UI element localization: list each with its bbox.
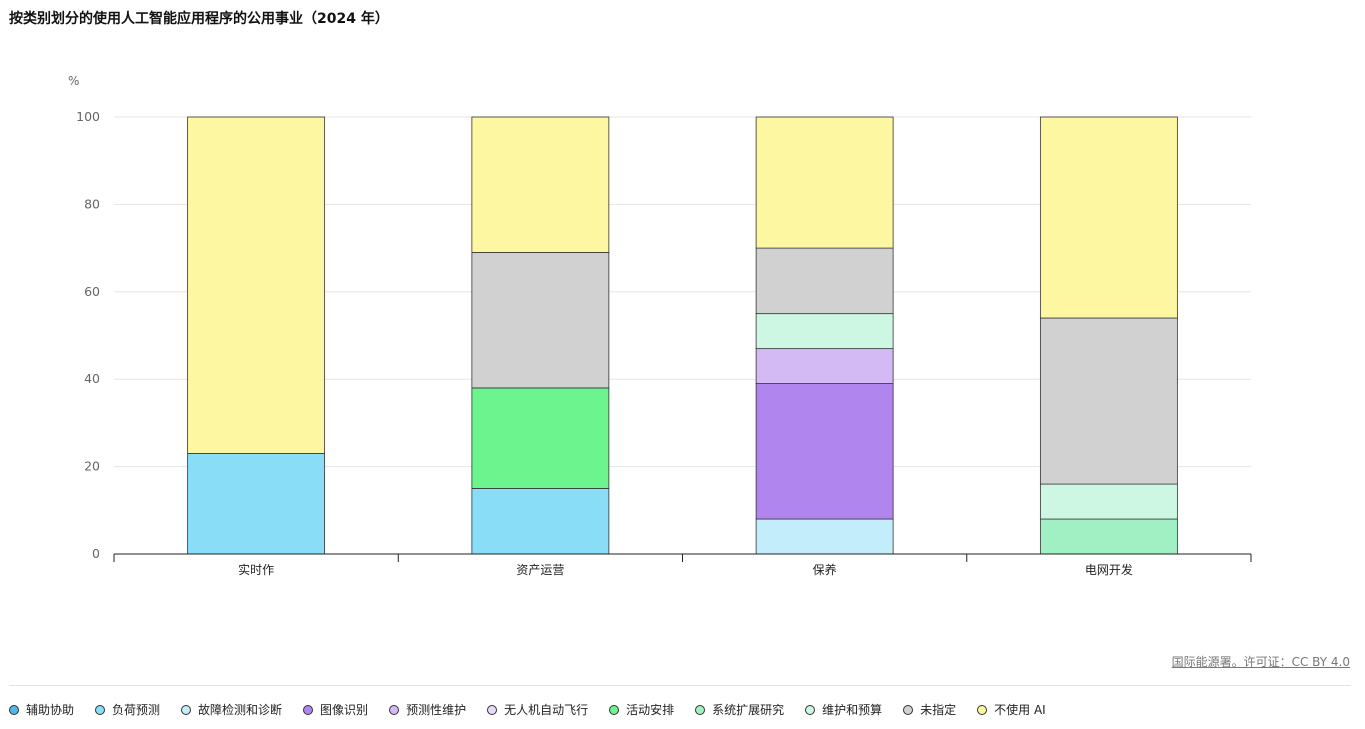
legend: 辅助协助 负荷预测 故障检测和诊断 图像识别 预测性维护 无人机自动飞行 活动安排 系统扩展研… — [9, 701, 1067, 718]
legend-item[interactable]: 无人机自动飞行 — [487, 701, 588, 718]
axes: 0 20 40 60 80 100% 实时作 资产运营 保养 电网开发 — [68, 74, 1252, 577]
legend-swatch — [181, 704, 192, 715]
legend-swatch — [303, 704, 314, 715]
legend-item[interactable]: 维护和预算 — [805, 701, 882, 718]
legend-label: 未指定 — [920, 703, 957, 717]
bar-segment[interactable] — [187, 453, 326, 555]
bar-segment[interactable] — [755, 348, 894, 384]
legend-label: 维护和预算 — [822, 703, 883, 717]
legend-item[interactable]: 预测性维护 — [389, 701, 466, 718]
bar-segment[interactable] — [1039, 518, 1178, 555]
legend-swatch — [389, 704, 400, 715]
x-category-label: 保养 — [813, 562, 837, 577]
bar-segment[interactable] — [471, 252, 610, 389]
bar-segment[interactable] — [755, 247, 894, 315]
legend-label: 无人机自动飞行 — [504, 703, 589, 717]
legend-label: 负荷预测 — [112, 703, 161, 717]
y-axis-unit: % — [68, 74, 79, 88]
legend-swatch — [903, 704, 914, 715]
bar-segment[interactable] — [187, 116, 326, 454]
legend-item[interactable]: 辅助协助 — [9, 701, 74, 718]
legend-item[interactable]: 未指定 — [903, 701, 956, 718]
bar-segment[interactable] — [1039, 317, 1178, 485]
x-category-label: 实时作 — [238, 562, 274, 577]
legend-swatch — [977, 704, 988, 715]
legend-swatch — [95, 704, 106, 715]
bar-segment[interactable] — [471, 116, 610, 253]
bar-segment[interactable] — [755, 383, 894, 520]
legend-swatch — [695, 704, 706, 715]
legend-item[interactable]: 不使用 AI — [977, 701, 1046, 718]
bar-segment[interactable] — [755, 313, 894, 350]
bars — [187, 116, 1178, 555]
legend-item[interactable]: 系统扩展研究 — [695, 701, 784, 718]
bar-segment[interactable] — [471, 488, 610, 555]
bar-segment[interactable] — [755, 518, 894, 555]
bar-segment[interactable] — [471, 387, 610, 489]
legend-label: 预测性维护 — [406, 703, 467, 717]
bar-segment[interactable] — [1039, 116, 1178, 319]
y-tick-label: 60 — [84, 284, 100, 299]
legend-label: 不使用 AI — [994, 703, 1046, 717]
legend-swatch — [609, 704, 620, 715]
legend-label: 系统扩展研究 — [712, 703, 785, 717]
source-link[interactable]: 国际能源署。许可证：CC BY 4.0 — [1171, 655, 1350, 669]
y-tick-label: 40 — [84, 371, 100, 386]
legend-divider — [9, 685, 1351, 686]
y-tick-label: 100 — [76, 109, 100, 124]
legend-item[interactable]: 故障检测和诊断 — [181, 701, 282, 718]
legend-label: 活动安排 — [626, 703, 675, 717]
y-tick-label: 80 — [84, 196, 100, 211]
bar-segment[interactable] — [755, 116, 894, 249]
legend-item[interactable]: 活动安排 — [609, 701, 674, 718]
legend-swatch — [805, 704, 816, 715]
legend-swatch — [487, 704, 498, 715]
x-category-label: 资产运营 — [516, 563, 564, 577]
bar-segment[interactable] — [1039, 483, 1178, 520]
legend-label: 图像识别 — [320, 703, 369, 717]
legend-label: 辅助协助 — [26, 703, 75, 717]
stacked-bar-chart: 0 20 40 60 80 100% 实时作 资产运营 保养 电网开发 — [68, 74, 1252, 577]
legend-item[interactable]: 图像识别 — [303, 701, 368, 718]
y-tick-label: 20 — [84, 459, 100, 474]
legend-item[interactable]: 负荷预测 — [95, 701, 160, 718]
y-tick-label: 0 — [92, 546, 100, 561]
x-category-label: 电网开发 — [1085, 562, 1133, 577]
legend-label: 故障检测和诊断 — [198, 703, 283, 717]
chart-title: 按类别划分的使用人工智能应用程序的公用事业（2024 年） — [9, 11, 389, 27]
legend-swatch — [9, 704, 19, 715]
